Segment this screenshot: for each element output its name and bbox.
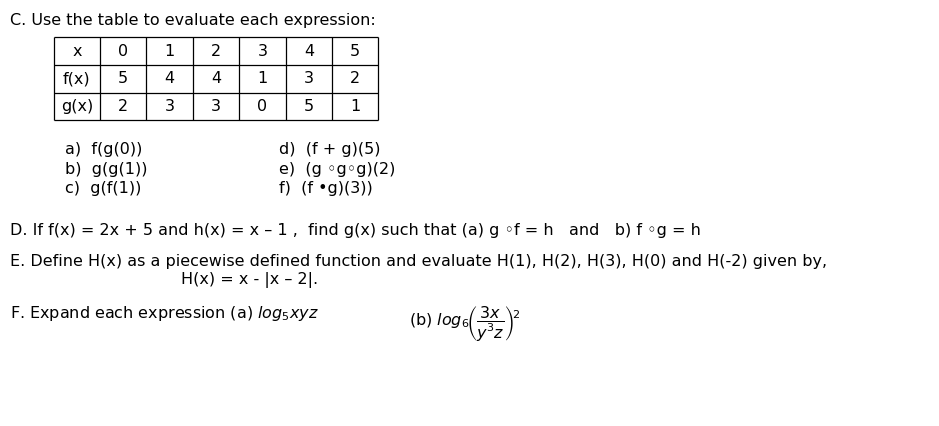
Text: H(x) = x - |x – 2|.: H(x) = x - |x – 2|. <box>181 272 318 288</box>
Text: 3: 3 <box>164 99 175 114</box>
Text: c)  g(f(1)): c) g(f(1)) <box>65 181 142 196</box>
Text: 1: 1 <box>164 43 175 59</box>
Text: e)  (g ◦g◦g)(2): e) (g ◦g◦g)(2) <box>280 162 395 177</box>
Text: b)  g(g(1)): b) g(g(1)) <box>65 162 147 177</box>
Text: 1: 1 <box>257 71 268 86</box>
Text: d)  (f + g)(5): d) (f + g)(5) <box>280 142 381 157</box>
Text: D. If f(x) = 2x + 5 and h(x) = x – 1 ,  find g(x) such that (a) g ◦f = h   and  : D. If f(x) = 2x + 5 and h(x) = x – 1 , f… <box>10 223 700 238</box>
Text: 2: 2 <box>118 99 129 114</box>
Text: f)  (f •g)(3)): f) (f •g)(3)) <box>280 181 373 196</box>
Text: 4: 4 <box>303 43 314 59</box>
Text: 3: 3 <box>211 99 221 114</box>
Text: f(x): f(x) <box>63 71 91 86</box>
Text: 2: 2 <box>211 43 221 59</box>
Text: 3: 3 <box>304 71 314 86</box>
Text: C. Use the table to evaluate each expression:: C. Use the table to evaluate each expres… <box>10 13 376 28</box>
Text: g(x): g(x) <box>61 99 93 114</box>
Text: 4: 4 <box>164 71 175 86</box>
Text: x: x <box>72 43 82 59</box>
Text: F. Expand each expression (a) $\mathit{log}_5\mathit{xyz}$: F. Expand each expression (a) $\mathit{l… <box>10 304 319 323</box>
Text: 0: 0 <box>257 99 268 114</box>
Text: E. Define H(x) as a piecewise defined function and evaluate H(1), H(2), H(3), H(: E. Define H(x) as a piecewise defined fu… <box>10 254 827 270</box>
Text: 5: 5 <box>118 71 129 86</box>
Text: 5: 5 <box>303 99 314 114</box>
Text: 2: 2 <box>350 71 361 86</box>
Text: 3: 3 <box>257 43 268 59</box>
Text: 1: 1 <box>350 99 361 114</box>
Text: 0: 0 <box>118 43 129 59</box>
Text: (b) $\mathit{log}_6\!\left(\dfrac{3x}{y^3z}\right)^{\!2}$: (b) $\mathit{log}_6\!\left(\dfrac{3x}{y^… <box>408 304 520 343</box>
Text: 4: 4 <box>211 71 221 86</box>
Text: 5: 5 <box>350 43 361 59</box>
Text: a)  f(g(0)): a) f(g(0)) <box>65 142 143 157</box>
